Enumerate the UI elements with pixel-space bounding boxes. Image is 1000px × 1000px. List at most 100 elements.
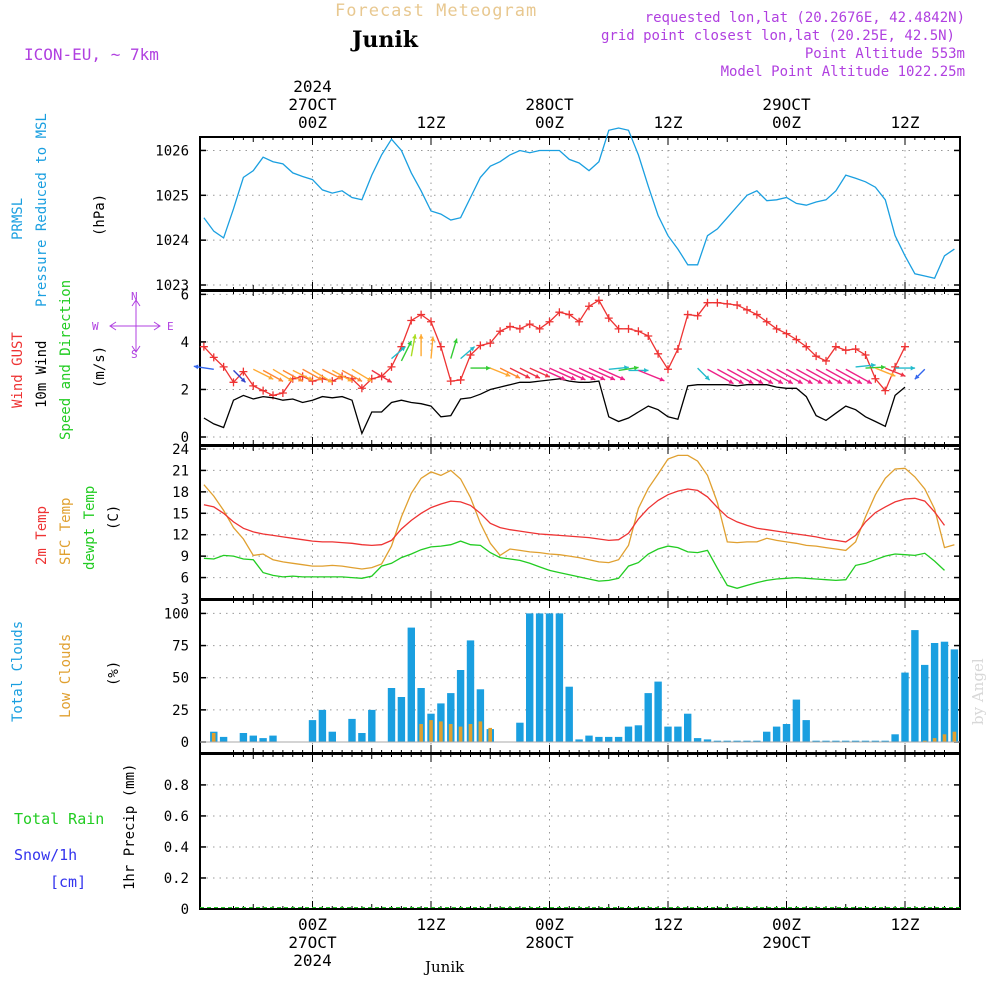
total-cloud-bar xyxy=(881,740,889,742)
footer-station: Junik xyxy=(423,958,465,976)
time-label: 2024 xyxy=(293,951,332,970)
wind-arrow-head xyxy=(453,338,458,344)
total-cloud-bar xyxy=(466,640,475,742)
wind-arrow-head xyxy=(619,375,625,381)
total-cloud-bar xyxy=(911,630,919,742)
station-title: Junik xyxy=(350,27,419,53)
low-cloud-bar xyxy=(478,721,483,742)
y-tick-label: 3 xyxy=(181,592,189,608)
total-clouds-label: Total Clouds xyxy=(10,621,26,722)
wind-arrow-head xyxy=(704,375,710,381)
y-tick-label: 18 xyxy=(172,485,189,501)
gust-marker xyxy=(634,327,643,336)
time-label: 00Z xyxy=(535,113,564,132)
total-cloud-bar xyxy=(358,733,366,742)
total-cloud-bar xyxy=(368,709,376,742)
prmsl-label: PRMSL xyxy=(10,198,26,240)
gust-marker xyxy=(199,342,208,351)
gust-marker xyxy=(555,308,564,317)
total-cloud-bar xyxy=(634,725,643,742)
c-unit-label: (C) xyxy=(106,505,122,530)
gust-marker xyxy=(891,362,900,371)
gust-marker xyxy=(841,346,850,355)
y-tick-label: 6 xyxy=(181,571,189,587)
wind-arrow-head xyxy=(797,379,803,384)
total-rain-label: Total Rain xyxy=(14,810,104,828)
y-tick-label: 1025 xyxy=(155,188,189,204)
total-cloud-bar xyxy=(535,613,544,742)
y-tick-label: 24 xyxy=(172,442,189,458)
compass-s: S xyxy=(131,348,138,361)
time-label: 28OCT xyxy=(525,95,574,114)
wind-arrow-head xyxy=(407,340,412,346)
wind-arrow-head xyxy=(515,374,521,379)
total-cloud-bar xyxy=(526,613,534,742)
gust-marker xyxy=(525,320,534,329)
total-cloud-bar xyxy=(950,649,959,742)
total-cloud-bar xyxy=(269,735,277,742)
y-tick-label: 25 xyxy=(172,703,189,719)
total-cloud-bar xyxy=(763,731,771,742)
low-cloud-bar xyxy=(923,740,927,742)
wind-arrow-head xyxy=(297,377,303,382)
point-altitude: Point Altitude 553m xyxy=(805,46,965,62)
gust-marker xyxy=(446,377,455,386)
total-cloud-bar xyxy=(348,718,356,742)
compass-e: E xyxy=(167,320,174,333)
prmsl-line xyxy=(203,127,955,280)
gust-marker xyxy=(861,350,870,359)
wind-arrow-head xyxy=(544,373,550,378)
precip-unit-label: 1hr Precip (mm) xyxy=(122,764,138,890)
gust-marker xyxy=(278,389,287,398)
gust-marker xyxy=(565,310,574,319)
total-cloud-bar xyxy=(447,693,455,742)
wind-arrow xyxy=(539,367,566,381)
wind-arrow-head xyxy=(910,365,916,371)
low-cloud-bar xyxy=(468,724,473,742)
wind-arrow xyxy=(796,368,823,385)
time-label: 29OCT xyxy=(762,95,811,114)
wind-arrow xyxy=(786,368,813,385)
gust-marker xyxy=(239,367,248,376)
total-cloud-bar xyxy=(743,740,751,742)
time-label: 00Z xyxy=(535,915,564,934)
total-cloud-bar xyxy=(664,726,672,742)
wind-direction-arrows xyxy=(193,334,926,385)
wind-arrow-head xyxy=(418,334,424,339)
time-label: 00Z xyxy=(298,915,327,934)
faint-title: Forecast Meteogram xyxy=(335,1,537,21)
time-label: 28OCT xyxy=(525,933,574,952)
total-cloud-bar xyxy=(703,739,712,742)
sfc-temp-series xyxy=(203,454,955,570)
wind-arrow xyxy=(835,368,863,385)
hpa-unit-label: (hPa) xyxy=(92,194,108,236)
gust-marker xyxy=(822,356,830,365)
total-cloud-bar xyxy=(407,627,415,742)
total-cloud-bar xyxy=(328,731,336,742)
wind-arrow-head xyxy=(659,377,665,382)
total-cloud-bar xyxy=(239,733,248,742)
wind-arrow xyxy=(815,368,843,385)
wind-arrow-head xyxy=(827,379,833,384)
wind-arrow-head xyxy=(871,362,876,368)
gust-marker xyxy=(545,317,554,326)
gust-marker xyxy=(515,324,524,333)
time-label: 12Z xyxy=(417,915,446,934)
gust-marker xyxy=(535,324,544,333)
total-cloud-bar xyxy=(605,736,613,742)
gust-marker xyxy=(743,305,751,314)
temp2m-series xyxy=(203,488,946,547)
gust-marker xyxy=(259,386,268,395)
time-label: 12Z xyxy=(891,915,920,934)
gust-marker xyxy=(466,350,475,359)
gust-marker xyxy=(693,311,702,320)
low-cloud-bar xyxy=(942,734,947,742)
panel-2: 0 2 4 6 xyxy=(181,287,961,446)
credit-text: by Angel xyxy=(969,658,987,725)
gust-marker xyxy=(496,327,505,336)
y-tick-label: 75 xyxy=(172,639,189,655)
wind-arrow xyxy=(598,367,626,381)
wind-dir-label: Speed and Direction xyxy=(58,280,74,440)
total-cloud-bar xyxy=(891,734,899,742)
wind-arrow-head xyxy=(768,379,773,384)
